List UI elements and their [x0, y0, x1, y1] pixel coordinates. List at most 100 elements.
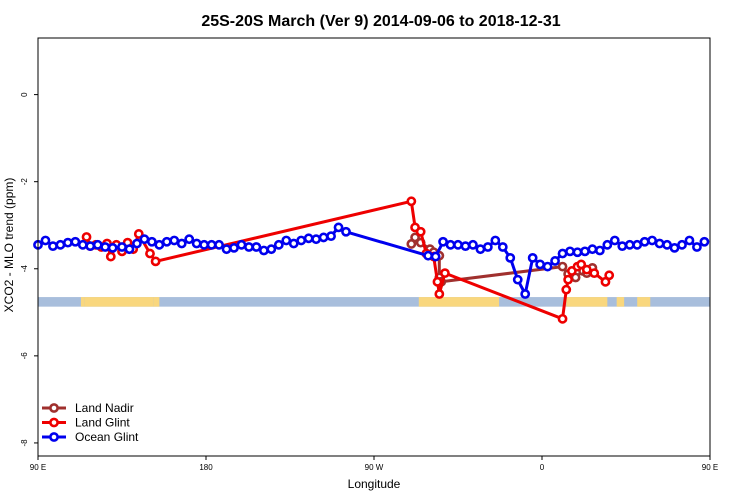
point-ocean-glint-5: [70, 236, 81, 247]
point-ocean-glint-73: [654, 238, 665, 249]
plot-frame: [37, 37, 711, 457]
point-ocean-glint-71: [639, 236, 650, 247]
point-ocean-glint-6: [77, 239, 88, 250]
point-ocean-glint-79: [699, 236, 710, 247]
point-ocean-glint-39: [326, 231, 336, 242]
point-ocean-glint-26: [229, 242, 239, 253]
x-tick-label-3: 0: [540, 463, 545, 472]
point-ocean-glint-76: [677, 239, 687, 250]
point-ocean-glint-20: [184, 234, 195, 245]
point-ocean-glint-77: [684, 235, 695, 246]
point-ocean-glint-17: [161, 236, 172, 247]
point-ocean-glint-78: [692, 242, 702, 252]
point-ocean-glint-24: [214, 239, 224, 250]
land-band-0: [84, 297, 154, 307]
point-ocean-glint-72: [647, 235, 658, 246]
point-ocean-glint-44: [438, 236, 448, 247]
y-tick-label-1: -2: [20, 178, 29, 186]
point-ocean-glint-58: [542, 261, 553, 272]
point-ocean-glint-55: [520, 289, 531, 299]
series-layer: [33, 196, 710, 324]
axis-ticks: 90 E 180 90 W 0 90 E 0 -2 -4 -6 -8: [20, 92, 718, 472]
land-band-5: [616, 297, 625, 307]
point-ocean-glint-35: [296, 235, 307, 246]
x-tick-label-0: 90 E: [30, 463, 46, 472]
point-ocean-glint-53: [505, 252, 516, 263]
point-land-glint-11: [145, 248, 155, 259]
x-tick-label-2: 90 W: [365, 463, 384, 472]
x-tick-label-4: 90 E: [702, 463, 718, 472]
point-ocean-glint-18: [169, 235, 180, 246]
point-land-glint-0: [81, 232, 92, 242]
point-land-glint-21: [557, 313, 568, 324]
point-land-glint-13: [406, 196, 417, 207]
point-ocean-glint-60: [557, 248, 568, 259]
point-ocean-glint-51: [490, 235, 501, 246]
point-ocean-glint-14: [139, 234, 150, 245]
point-ocean-glint-31: [266, 244, 277, 255]
legend-marker-land-glint: [49, 417, 59, 428]
point-ocean-glint-36: [303, 233, 314, 244]
point-ocean-glint-67: [609, 235, 620, 246]
point-land-glint-18: [432, 276, 443, 287]
point-ocean-glint-32: [273, 239, 284, 250]
point-ocean-glint-2: [48, 241, 58, 252]
point-ocean-glint-25: [221, 244, 232, 255]
land-band-3: [418, 297, 500, 307]
point-ocean-glint-62: [572, 247, 583, 258]
legend-label-ocean-glint: Ocean Glint: [75, 430, 139, 444]
point-land-glint-27: [581, 264, 592, 275]
chart-title: 25S-20S March (Ver 9) 2014-09-06 to 2018…: [201, 13, 560, 30]
point-ocean-glint-29: [251, 242, 262, 252]
point-ocean-glint-59: [550, 256, 560, 266]
point-ocean-glint-34: [288, 238, 299, 249]
point-ocean-glint-15: [146, 236, 157, 247]
point-ocean-glint-28: [244, 242, 254, 252]
land-band-1: [80, 297, 85, 307]
point-ocean-glint-22: [199, 239, 210, 250]
point-land-glint-23: [563, 274, 574, 285]
legend-entry-land-nadir: Land Nadir: [42, 401, 134, 415]
point-ocean-glint-27: [236, 239, 247, 250]
point-ocean-glint-23: [206, 239, 217, 250]
point-ocean-glint-63: [580, 246, 590, 257]
legend-marker-land-nadir: [49, 403, 59, 413]
legend-label-land-nadir: Land Nadir: [75, 401, 134, 415]
point-ocean-glint-43: [430, 251, 441, 262]
point-ocean-glint-10: [107, 242, 118, 253]
point-ocean-glint-11: [117, 242, 127, 252]
point-ocean-glint-49: [475, 244, 486, 255]
point-ocean-glint-41: [341, 226, 351, 237]
point-ocean-glint-40: [333, 222, 344, 233]
point-ocean-glint-70: [632, 239, 643, 250]
point-ocean-glint-56: [527, 252, 538, 263]
land-band-2: [153, 297, 160, 307]
point-land-glint-22: [561, 284, 572, 295]
point-ocean-glint-33: [281, 235, 292, 246]
point-ocean-glint-21: [191, 238, 202, 249]
point-land-glint-12: [150, 256, 161, 267]
point-ocean-glint-1: [40, 235, 51, 246]
point-ocean-glint-65: [594, 245, 605, 256]
point-ocean-glint-74: [662, 239, 672, 250]
point-land-glint-28: [589, 268, 600, 279]
point-ocean-glint-12: [124, 244, 135, 255]
point-land-glint-10: [133, 229, 144, 239]
y-tick-label-3: -6: [20, 352, 29, 360]
point-land-glint-5: [105, 251, 116, 262]
point-ocean-glint-16: [154, 239, 165, 250]
point-land-glint-30: [604, 270, 615, 281]
point-land-glint-19: [434, 289, 445, 299]
surface-type-bar: [38, 297, 710, 307]
point-land-glint-15: [415, 226, 426, 237]
point-ocean-glint-57: [535, 259, 546, 270]
point-ocean-glint-4: [62, 237, 73, 248]
y-axis-label: XCO2 - MLO trend (ppm): [2, 178, 16, 313]
point-ocean-glint-42: [423, 250, 434, 261]
y-tick-label-4: -8: [20, 439, 29, 447]
y-tick-label-0: 0: [20, 92, 29, 97]
point-ocean-glint-61: [565, 246, 575, 257]
x-axis-label: Longitude: [348, 477, 401, 491]
